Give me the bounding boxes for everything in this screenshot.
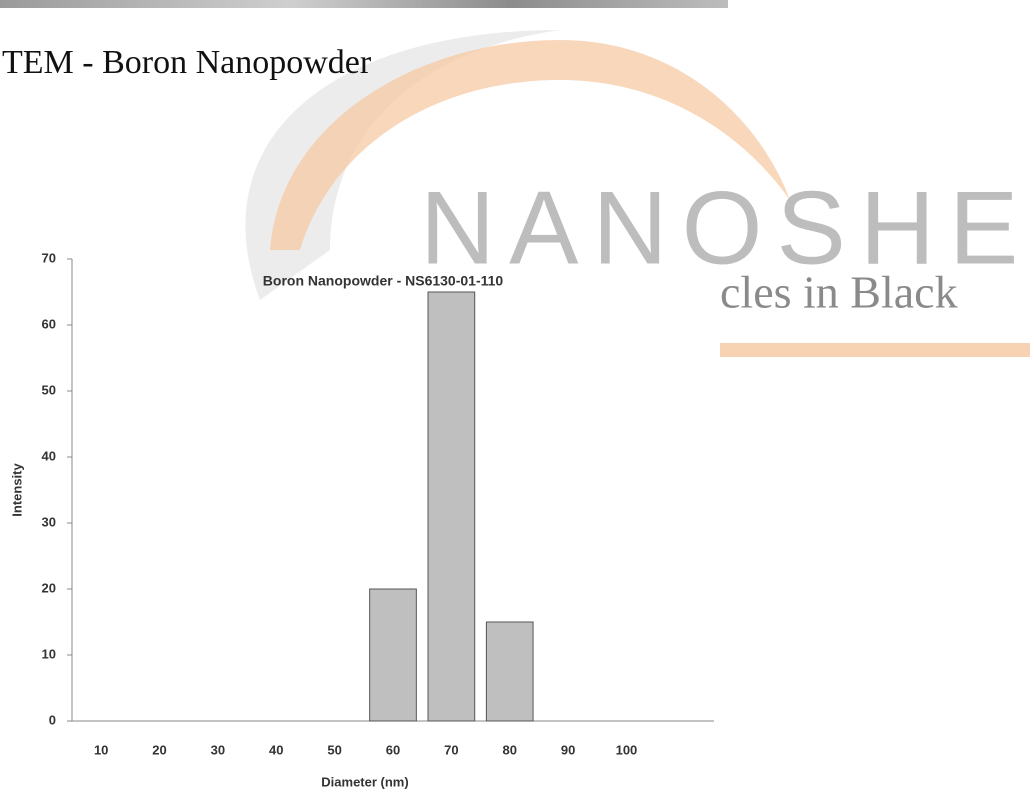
- y-tick-label: 20: [42, 580, 56, 595]
- x-tick-label: 50: [327, 742, 341, 757]
- x-tick-label: 90: [561, 742, 575, 757]
- x-tick-label: 10: [94, 742, 108, 757]
- y-tick-label: 50: [42, 382, 56, 397]
- x-axis-title: Diameter (nm): [321, 774, 408, 789]
- y-tick-label: 0: [49, 712, 56, 727]
- y-tick-label: 70: [42, 250, 56, 265]
- watermark-bar: [720, 343, 1030, 357]
- x-tick-label: 70: [444, 742, 458, 757]
- y-tick-label: 40: [42, 448, 56, 463]
- bar: [428, 292, 475, 721]
- bar: [370, 589, 417, 721]
- page: {"page": {"heading": "TEM - Boron Nanopo…: [0, 0, 1034, 793]
- x-tick-label: 40: [269, 742, 283, 757]
- bar: [486, 622, 533, 721]
- chart-title: Boron Nanopowder - NS6130-01-110: [263, 273, 504, 289]
- x-tick-label: 80: [502, 742, 516, 757]
- watermark-tagline: cles in Black: [720, 267, 958, 318]
- x-tick-label: 20: [152, 742, 166, 757]
- y-axis-title: Intensity: [9, 463, 24, 517]
- y-tick-label: 10: [42, 646, 56, 661]
- x-tick-label: 100: [616, 742, 638, 757]
- chart: NANOSHEL cles in Black Boron Nanopowder …: [0, 0, 1034, 793]
- page-heading: TEM - Boron Nanopowder: [2, 44, 371, 82]
- y-tick-label: 30: [42, 514, 56, 529]
- x-tick-label: 60: [386, 742, 400, 757]
- y-tick-label: 60: [42, 316, 56, 331]
- x-tick-label: 30: [211, 742, 225, 757]
